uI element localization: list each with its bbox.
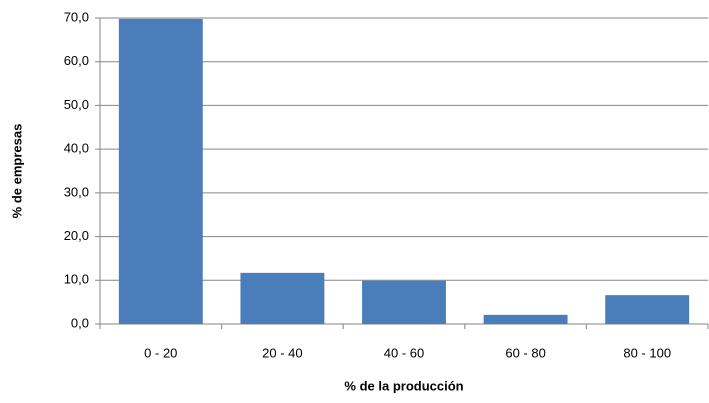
x-tick-label: 60 - 80 bbox=[505, 345, 545, 360]
y-tick-label: 40,0 bbox=[64, 141, 89, 156]
y-axis-title: % de empresas bbox=[9, 124, 24, 219]
y-tick-label: 50,0 bbox=[64, 97, 89, 112]
bar bbox=[240, 272, 325, 324]
x-tick-label: 0 - 20 bbox=[144, 345, 177, 360]
y-tick-label: 30,0 bbox=[64, 184, 89, 199]
bar bbox=[118, 18, 203, 324]
y-tick-label: 70,0 bbox=[64, 9, 89, 24]
x-tick-label: 40 - 60 bbox=[384, 345, 424, 360]
x-tick-label: 20 - 40 bbox=[262, 345, 302, 360]
x-tick-label: 80 - 100 bbox=[623, 345, 671, 360]
y-tick-label: 60,0 bbox=[64, 53, 89, 68]
bar bbox=[483, 314, 568, 324]
y-tick-label: 0,0 bbox=[71, 315, 89, 330]
x-axis-title: % de la producción bbox=[344, 378, 463, 393]
y-tick-label: 10,0 bbox=[64, 272, 89, 287]
bar bbox=[362, 280, 446, 324]
y-tick-label: 20,0 bbox=[64, 228, 89, 243]
bar bbox=[605, 295, 690, 324]
